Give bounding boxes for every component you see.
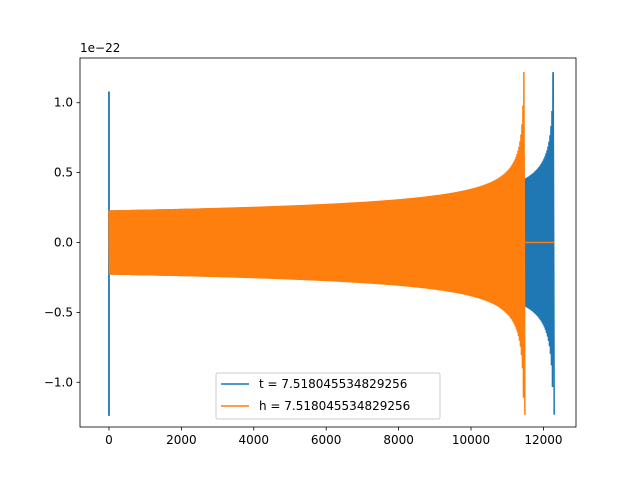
legend-label-h: h = 7.518045534829256	[259, 399, 410, 413]
x-axis: 0 2000 4000 6000 8000 10000 12000	[105, 427, 563, 447]
y-tick-label: 0.5	[54, 166, 73, 180]
y-tick-label: 0.0	[54, 236, 73, 250]
legend-label-t: t = 7.518045534829256	[259, 377, 407, 391]
legend-box	[215, 372, 441, 420]
x-tick-label: 2000	[166, 433, 197, 447]
y-tick-label: 1.0	[54, 96, 73, 110]
x-tick-label: 6000	[311, 433, 342, 447]
x-tick-label: 10000	[452, 433, 490, 447]
x-tick-label: 8000	[383, 433, 414, 447]
legend: t = 7.518045534829256 h = 7.518045534829…	[215, 372, 441, 420]
y-axis: −1.0 −0.5 0.0 0.5 1.0	[44, 96, 80, 389]
y-offset-label: 1e−22	[80, 41, 120, 55]
y-tick-label: −1.0	[44, 375, 73, 389]
x-tick-label: 4000	[239, 433, 270, 447]
series-layer	[108, 71, 555, 416]
y-tick-label: −0.5	[44, 305, 73, 319]
x-tick-label: 0	[105, 433, 113, 447]
series-h-chirp	[108, 71, 526, 415]
x-tick-label: 12000	[524, 433, 562, 447]
